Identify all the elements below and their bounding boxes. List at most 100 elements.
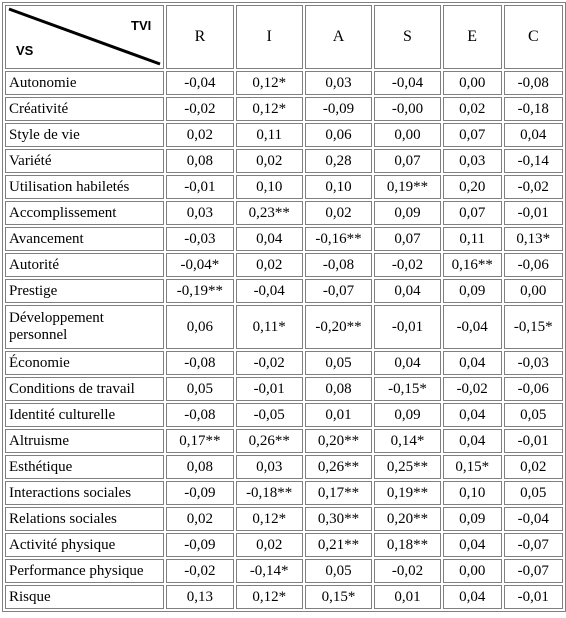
correlation-cell: 0,12* (235, 507, 303, 531)
table-row: Créativité -0,02 0,12* -0,09 -0,00 0,02 -0,18 (5, 97, 563, 121)
table-row: Style de vie 0,02 0,11 0,06 0,00 0,07 0,04 (5, 123, 563, 147)
column-header-a: A (304, 5, 373, 69)
table-row: Autonomie -0,04 0,12* 0,03 -0,04 0,00 -0,08 (5, 71, 563, 95)
table-row: Altruisme 0,17** 0,26** 0,20** 0,14* 0,04 -0,0… (5, 429, 563, 453)
table-row: Activité physique -0,09 0,02 0,21** 0,18** 0,… (5, 533, 563, 557)
table-row: Autorité -0,04* 0,02 -0,08 -0,02 0,16** -0,06 (5, 253, 563, 277)
correlation-cell: -0,01 (166, 175, 234, 199)
correlation-cell: 0,09 (442, 279, 502, 303)
table-row: Interactions sociales -0,09 -0,18** 0,17** 0… (5, 481, 563, 505)
table-row: Avancement -0,03 0,04 -0,16** 0,07 0,11 0,13* (5, 227, 563, 251)
row-label: Interactions sociales (5, 481, 165, 505)
correlation-cell: 0,05 (304, 559, 373, 583)
correlation-cell: 0,18** (374, 533, 441, 557)
row-label: Esthétique (5, 455, 165, 479)
column-header-c: C (503, 5, 563, 69)
correlation-cell: -0,02 (235, 351, 303, 375)
correlation-cell: 0,26** (235, 429, 303, 453)
correlation-cell: 0,07 (442, 123, 502, 147)
table-row: Esthétique 0,08 0,03 0,26** 0,25** 0,15* 0,02 (5, 455, 563, 479)
correlation-cell: 0,00 (442, 559, 502, 583)
correlation-cell: -0,08 (304, 253, 373, 277)
correlation-cell: 0,09 (442, 507, 502, 531)
correlation-cell: -0,01 (503, 429, 563, 453)
correlation-cell: 0,19** (374, 481, 441, 505)
row-label: Variété (5, 149, 165, 173)
correlation-cell: -0,01 (503, 201, 563, 225)
row-label: Prestige (5, 279, 165, 303)
correlation-cell: -0,04 (503, 507, 563, 531)
correlation-cell: 0,10 (235, 175, 303, 199)
table-row: Identité culturelle -0,08 -0,05 0,01 0,09 0,0… (5, 403, 563, 427)
correlation-cell: 0,15* (304, 585, 373, 609)
correlation-cell: -0,19** (166, 279, 234, 303)
correlation-cell: -0,07 (304, 279, 373, 303)
correlation-cell: 0,09 (374, 403, 441, 427)
correlation-cell: -0,08 (166, 403, 234, 427)
correlation-cell: 0,14* (374, 429, 441, 453)
correlation-cell: 0,03 (235, 455, 303, 479)
correlation-cell: -0,02 (166, 97, 234, 121)
correlation-cell: 0,04 (503, 123, 563, 147)
correlation-cell: 0,11 (235, 123, 303, 147)
correlation-cell: 0,12* (235, 585, 303, 609)
correlation-cell: 0,02 (166, 507, 234, 531)
row-label: Altruisme (5, 429, 165, 453)
row-label: Style de vie (5, 123, 165, 147)
correlation-cell: -0,07 (503, 533, 563, 557)
correlation-cell: 0,00 (374, 123, 441, 147)
correlation-cell: -0,15* (503, 305, 563, 349)
correlation-cell: -0,02 (374, 559, 441, 583)
correlation-cell: 0,20 (442, 175, 502, 199)
correlation-cell: 0,16** (442, 253, 502, 277)
correlation-cell: -0,03 (503, 351, 563, 375)
correlation-cell: -0,09 (166, 481, 234, 505)
correlation-cell: 0,00 (442, 71, 502, 95)
column-header-r: R (166, 5, 234, 69)
table-row: Relations sociales 0,02 0,12* 0,30** 0,20** 0… (5, 507, 563, 531)
correlation-cell: 0,11 (442, 227, 502, 251)
row-label: Activité physique (5, 533, 165, 557)
correlation-cell: 0,02 (166, 123, 234, 147)
correlation-cell: 0,05 (503, 403, 563, 427)
table-row: Développement personnel 0,06 0,11* -0,20** -… (5, 305, 563, 349)
correlation-cell: 0,05 (304, 351, 373, 375)
table-row: Performance physique -0,02 -0,14* 0,05 -0,02… (5, 559, 563, 583)
correlation-cell: -0,06 (503, 377, 563, 401)
correlation-cell: 0,10 (442, 481, 502, 505)
correlation-cell: 0,02 (235, 149, 303, 173)
correlation-cell: -0,18 (503, 97, 563, 121)
row-label: Créativité (5, 97, 165, 121)
row-label: Performance physique (5, 559, 165, 583)
correlation-cell: 0,00 (503, 279, 563, 303)
correlation-cell: 0,01 (374, 585, 441, 609)
correlation-cell: 0,02 (235, 533, 303, 557)
correlation-cell: -0,07 (503, 559, 563, 583)
column-header-i: I (235, 5, 303, 69)
diagonal-divider-line (8, 7, 161, 66)
correlation-cell: 0,19** (374, 175, 441, 199)
correlation-cell: -0,04 (442, 305, 502, 349)
correlation-cell: -0,03 (166, 227, 234, 251)
row-label: Économie (5, 351, 165, 375)
correlation-cell: 0,04 (235, 227, 303, 251)
correlation-cell: 0,15* (442, 455, 502, 479)
correlation-cell: 0,12* (235, 71, 303, 95)
correlation-cell: -0,01 (235, 377, 303, 401)
correlation-cell: 0,25** (374, 455, 441, 479)
correlation-cell: 0,04 (374, 279, 441, 303)
header-row: TVI VS R I A S E C (5, 5, 563, 69)
correlation-cell: -0,05 (235, 403, 303, 427)
correlation-cell: 0,03 (442, 149, 502, 173)
correlation-cell: -0,04 (235, 279, 303, 303)
correlation-cell: 0,05 (166, 377, 234, 401)
correlation-cell: -0,16** (304, 227, 373, 251)
correlation-cell: 0,30** (304, 507, 373, 531)
corner-label-vs: VS (16, 43, 34, 58)
correlation-cell: -0,01 (374, 305, 441, 349)
correlation-cell: -0,09 (166, 533, 234, 557)
correlation-cell: 0,04 (442, 429, 502, 453)
correlation-cell: 0,07 (374, 149, 441, 173)
